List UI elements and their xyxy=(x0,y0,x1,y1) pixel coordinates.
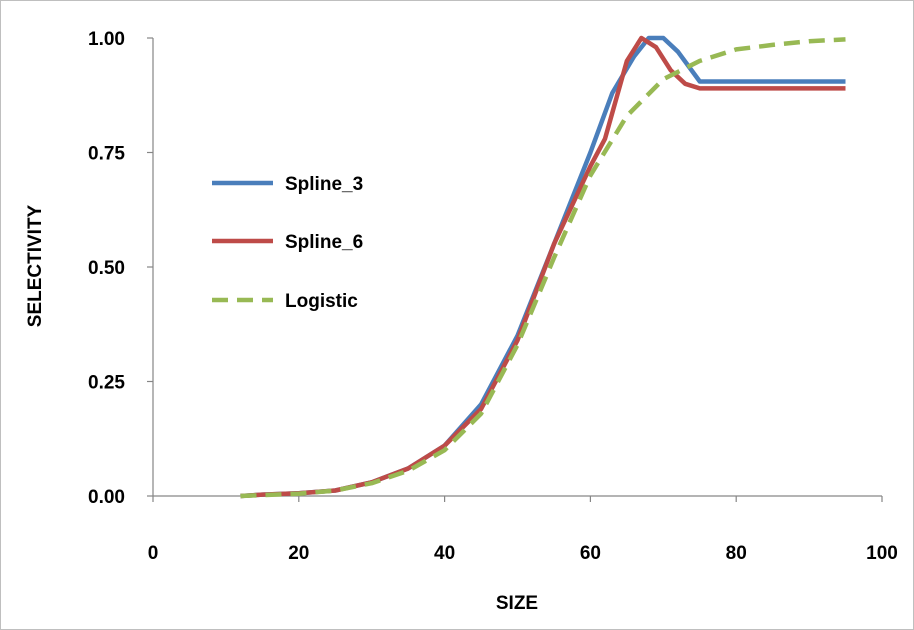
y-tick-label: 1.00 xyxy=(88,29,125,50)
series-line-logistic xyxy=(240,37,846,499)
x-axis-label: SIZE xyxy=(496,593,538,614)
legend-label: Spline_6 xyxy=(285,232,363,253)
legend-label: Spline_3 xyxy=(285,174,363,195)
x-tick-label: 40 xyxy=(434,543,455,564)
y-tick-label: 0.25 xyxy=(88,373,125,394)
y-axis-label: SELECTIVITY xyxy=(25,204,46,327)
x-tick-label: 20 xyxy=(288,543,309,564)
legend-label: Logistic xyxy=(285,291,358,312)
x-tick-label: 80 xyxy=(726,543,747,564)
series-lines xyxy=(240,35,846,499)
series-line-spline-6 xyxy=(240,35,846,499)
axes: 0.00 0.25 0.50 0.75 1.00 0 20 40 60 80 100 xyxy=(88,29,898,564)
y-tick-label: 0.00 xyxy=(88,487,125,508)
legend: Spline_3 Spline_6 Logistic xyxy=(212,174,363,312)
x-tick-label: 0 xyxy=(148,543,159,564)
x-tick-label: 60 xyxy=(580,543,601,564)
y-tick-label: 0.75 xyxy=(88,144,125,165)
y-tick-label: 0.50 xyxy=(88,258,125,279)
x-tick-label: 100 xyxy=(866,543,898,564)
